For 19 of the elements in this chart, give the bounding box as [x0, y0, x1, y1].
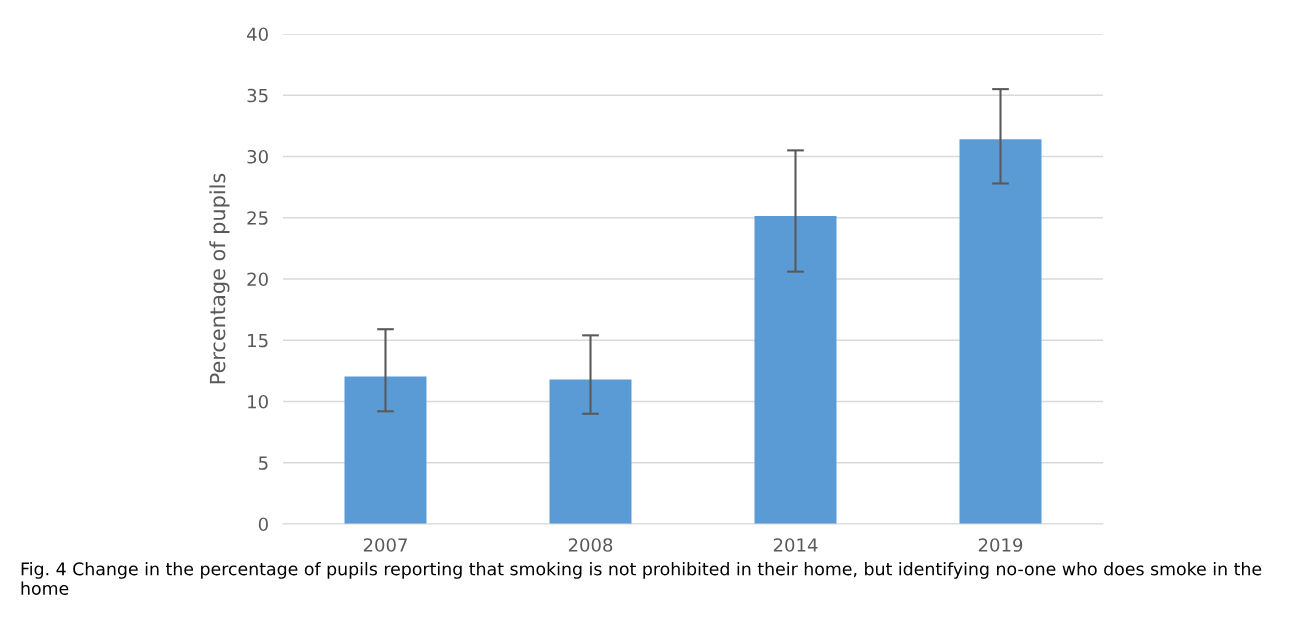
y-tick-label: 40 — [247, 27, 268, 42]
y-tick-label: 10 — [248, 394, 268, 409]
y-tick-label: 15 — [248, 333, 268, 348]
bar — [549, 379, 632, 524]
x-tick-label: 2008 — [568, 538, 613, 552]
y-tick-label: 0 — [258, 517, 268, 532]
y-tick-label: 25 — [247, 211, 268, 225]
y-tick-label: 35 — [247, 88, 268, 103]
x-tick-label: 2019 — [978, 538, 1023, 552]
caption: Fig. 4 Change in the percentage of pupils reporting that smoking is not prohibited in their home, but identifying no-one who does smoke in the home — [21, 562, 1262, 595]
bar — [754, 215, 837, 524]
y-tick-label: 20 — [247, 272, 268, 287]
x-tick-label: 2014 — [773, 538, 818, 552]
y-axis-title: Percentage of pupils — [209, 173, 230, 384]
y-tick-label: 30 — [247, 149, 268, 164]
bar — [959, 139, 1042, 524]
x-tick-label: 2007 — [363, 538, 407, 552]
bar — [344, 376, 427, 524]
y-tick-label: 5 — [259, 456, 268, 470]
